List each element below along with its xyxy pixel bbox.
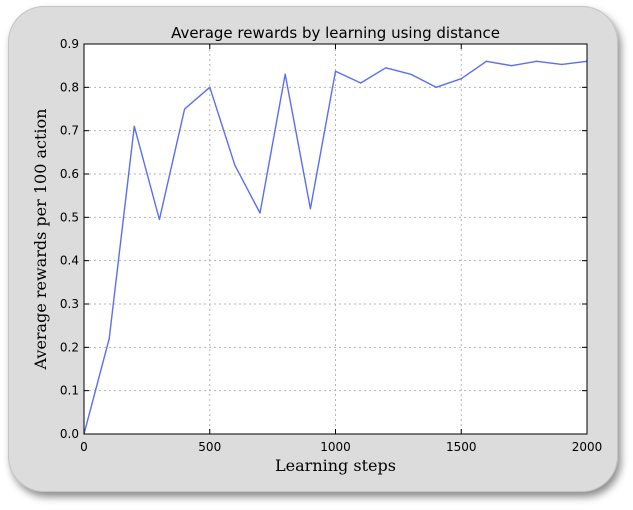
x-tick-label: 500 bbox=[198, 440, 221, 454]
data-point bbox=[133, 125, 135, 127]
data-point bbox=[510, 65, 513, 67]
x-tick-label: 1500 bbox=[446, 440, 477, 454]
chart-title: Average rewards by learning using distan… bbox=[171, 24, 500, 42]
data-point bbox=[284, 73, 286, 75]
data-point bbox=[108, 338, 110, 340]
data-point bbox=[536, 60, 538, 62]
data-point bbox=[360, 82, 362, 84]
data-point bbox=[184, 108, 186, 110]
data-point bbox=[259, 212, 261, 214]
y-tick-label: 0.7 bbox=[60, 124, 79, 138]
data-point bbox=[561, 63, 563, 65]
y-tick-label: 0.9 bbox=[60, 37, 79, 51]
data-point bbox=[385, 67, 387, 69]
y-tick-label: 0.5 bbox=[60, 210, 79, 224]
grid bbox=[84, 44, 587, 434]
y-tick-label: 0.8 bbox=[60, 80, 79, 94]
data-point bbox=[460, 78, 462, 80]
data-point bbox=[410, 73, 412, 75]
y-tick-label: 0.0 bbox=[60, 427, 79, 441]
data-point bbox=[158, 218, 161, 221]
y-tick-label: 0.2 bbox=[60, 340, 79, 354]
x-tick-label: 2000 bbox=[572, 440, 603, 454]
data-point bbox=[485, 60, 487, 62]
data-point bbox=[435, 86, 437, 88]
y-tick-label: 0.4 bbox=[60, 254, 79, 268]
x-axis-label: Learning steps bbox=[275, 456, 396, 475]
data-point bbox=[234, 164, 236, 166]
x-tick-label: 0 bbox=[80, 440, 88, 454]
series-layer bbox=[83, 60, 588, 435]
y-tick-label: 0.1 bbox=[60, 384, 79, 398]
data-point bbox=[334, 70, 337, 72]
y-tick-label: 0.3 bbox=[60, 297, 79, 311]
data-point bbox=[309, 208, 311, 210]
x-tick-label: 1000 bbox=[320, 440, 351, 454]
y-tick-label: 0.6 bbox=[60, 167, 79, 181]
y-axis-label: Average rewards per 100 action bbox=[31, 109, 50, 371]
data-point bbox=[209, 86, 211, 88]
ticks: 0 500 1000 1500 2000 0.0 0.1 0.2 0.3 0.4 0.5 0.6 0.7… bbox=[60, 37, 602, 454]
plot-border bbox=[83, 43, 588, 435]
